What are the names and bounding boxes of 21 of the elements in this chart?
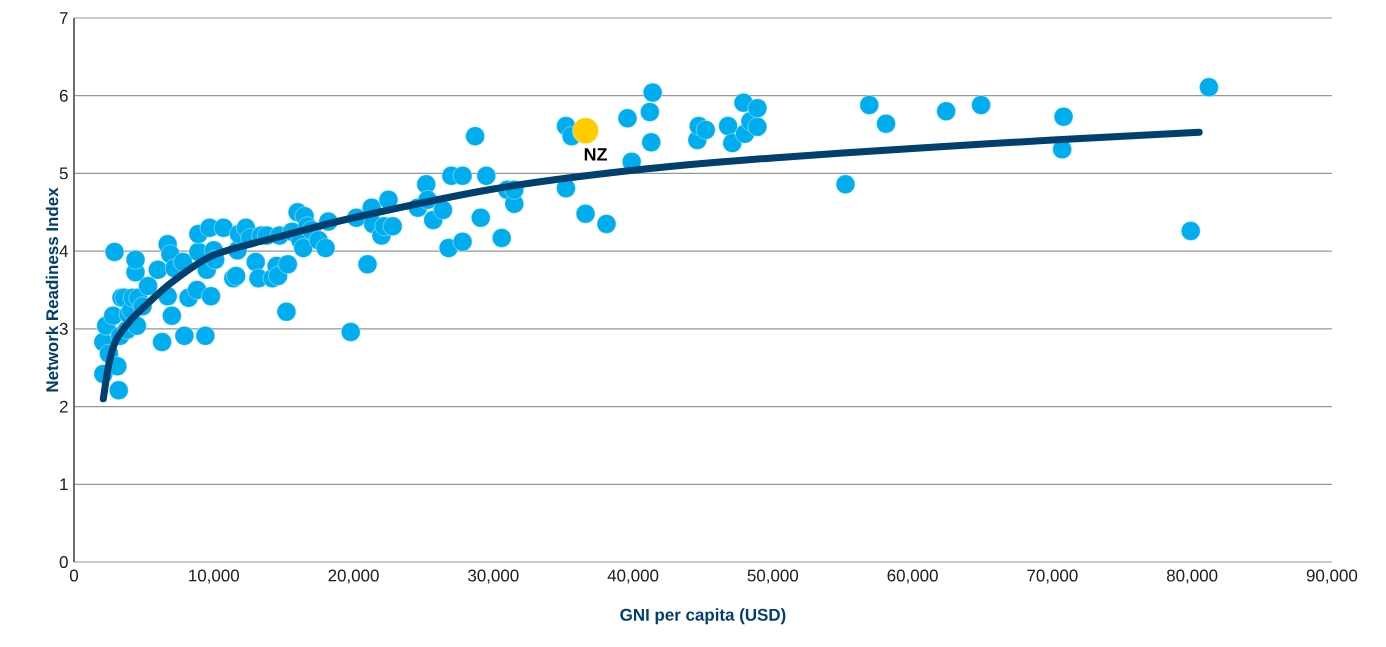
x-axis-title: GNI per capita (USD) [620,608,786,625]
y-tick-label: 5 [59,167,68,180]
x-tick-label: 0 [69,569,79,582]
y-tick-label: 1 [60,478,68,491]
y-tick-label: 2 [59,400,68,413]
y-tick-label: 0 [59,556,68,568]
y-tick-label: 6 [59,89,68,102]
x-tick-label: 60,000 [887,569,938,584]
x-tick-label: 30,000 [468,569,519,584]
x-tick-label: 20,000 [328,569,379,584]
x-tick-label: 40,000 [607,569,659,584]
x-tick-label: 50,000 [747,569,799,584]
y-tick-label: 4 [59,245,68,257]
y-tick-label: 7 [59,12,68,24]
x-tick-label: 10,000 [189,569,240,584]
x-tick-label: 80,000 [1166,569,1218,584]
x-tick-label: 70,000 [1027,569,1078,584]
series-label: NZ [584,148,607,161]
y-tick-label: 3 [59,322,68,335]
y-axis-title: Network Readiness Index [45,187,59,392]
x-tick-label: 90,000 [1306,569,1358,584]
